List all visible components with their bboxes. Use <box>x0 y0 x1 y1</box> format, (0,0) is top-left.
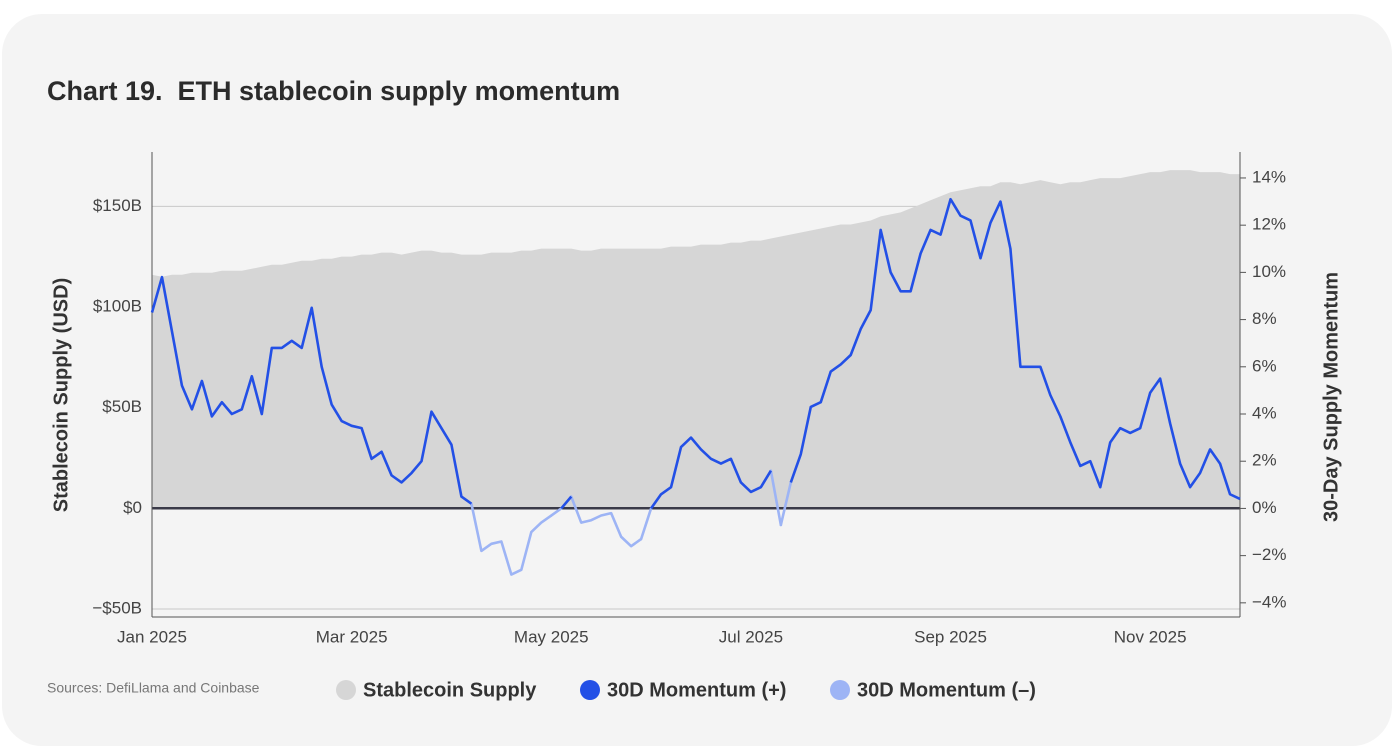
y-tick-label: $150B <box>93 196 142 215</box>
y2-tick-label: −4% <box>1252 592 1287 611</box>
y2-tick-label: 14% <box>1252 167 1286 186</box>
legend-swatch <box>580 680 600 700</box>
legend-swatch <box>336 680 356 700</box>
momentum-connector <box>779 481 793 527</box>
y2-axis-label: 30-Day Supply Momentum <box>1320 272 1342 522</box>
y-axis-label: Stablecoin Supply (USD) <box>50 278 72 512</box>
x-tick-label: Mar 2025 <box>316 627 388 646</box>
momentum-connector <box>549 507 563 517</box>
y2-tick-label: −2% <box>1252 545 1287 564</box>
x-tick-label: Nov 2025 <box>1114 627 1187 646</box>
legend-swatch <box>830 680 850 700</box>
x-tick-label: Sep 2025 <box>914 627 987 646</box>
y2-tick-label: 2% <box>1252 451 1277 470</box>
y-tick-label: −$50B <box>92 598 142 617</box>
y2-tick-label: 0% <box>1252 498 1277 517</box>
y2-tick-label: 4% <box>1252 403 1277 422</box>
legend-label: 30D Momentum (–) <box>857 679 1036 701</box>
chart-title: Chart 19. ETH stablecoin supply momentum <box>47 76 620 106</box>
y2-tick-label: 8% <box>1252 309 1277 328</box>
y-tick-label: $100B <box>93 296 142 315</box>
y-tick-label: $0 <box>123 498 142 517</box>
momentum-line <box>150 197 1241 510</box>
legend-label: 30D Momentum (+) <box>607 679 786 701</box>
momentum-connector <box>470 502 483 553</box>
x-tick-label: Jul 2025 <box>719 627 783 646</box>
momentum-connector <box>769 469 783 527</box>
y2-tick-label: 10% <box>1252 262 1286 281</box>
momentum-connector <box>639 507 653 541</box>
legend-label: Stablecoin Supply <box>363 679 537 701</box>
supply-area <box>152 170 1240 509</box>
y2-tick-label: 12% <box>1252 215 1286 234</box>
x-tick-label: Jan 2025 <box>117 627 187 646</box>
x-tick-label: May 2025 <box>514 627 589 646</box>
momentum-connector <box>569 495 583 524</box>
y2-tick-label: 6% <box>1252 356 1277 375</box>
y-tick-label: $50B <box>102 397 142 416</box>
source-note: Sources: DefiLlama and Coinbase <box>47 680 260 696</box>
